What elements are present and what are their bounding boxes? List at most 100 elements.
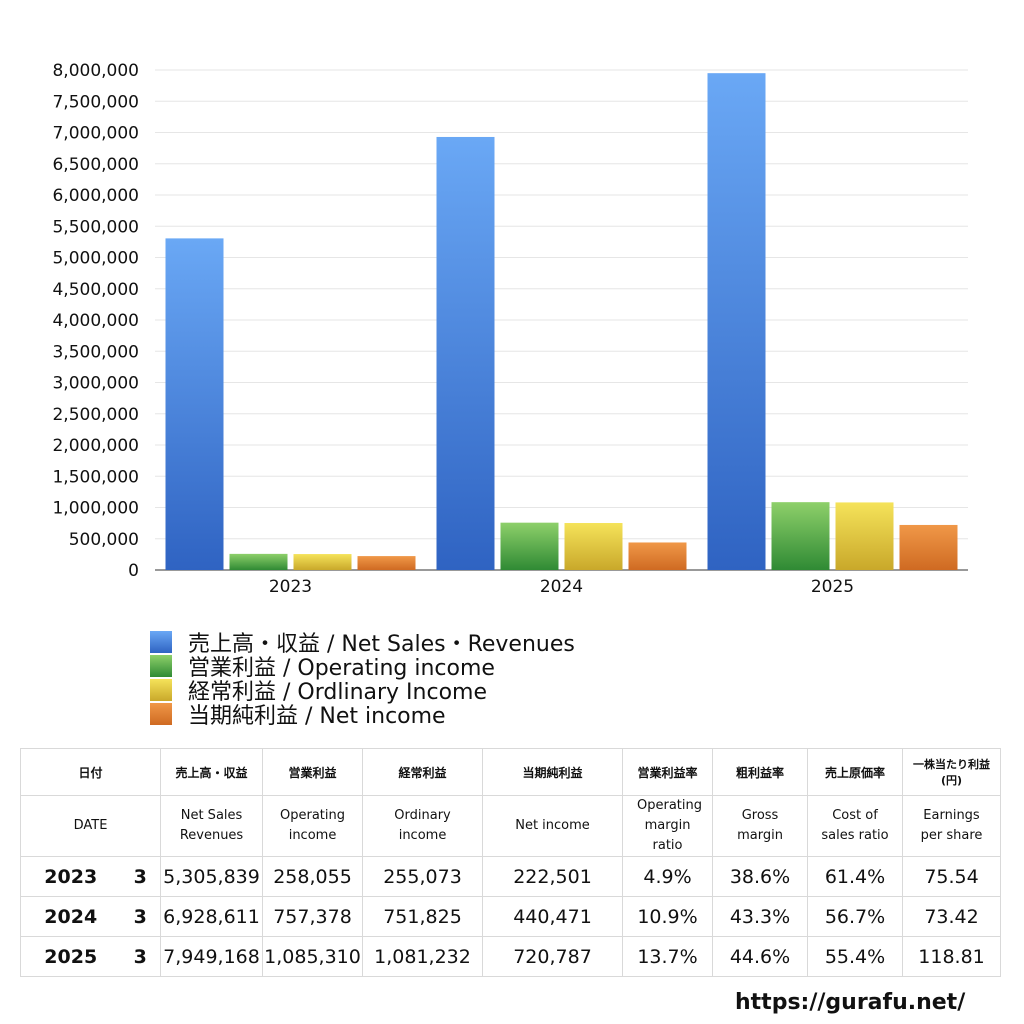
table-header-jp: 日付 売上高・収益 営業利益 経常利益 当期純利益 営業利益率 粗利益率 売上原… bbox=[19, 748, 1002, 796]
y-tick-label: 5,500,000 bbox=[52, 217, 139, 237]
cell-month: 3 bbox=[120, 936, 162, 977]
cell-net: 720,787 bbox=[482, 936, 624, 977]
header-cell: Ordinary income bbox=[362, 795, 484, 857]
header-cell: Earnings per share bbox=[902, 795, 1002, 857]
header-cell: Net Sales Revenues bbox=[160, 795, 264, 857]
cell-year: 2025 bbox=[20, 936, 121, 977]
header-cell: DATE bbox=[19, 795, 162, 857]
cell-year: 2024 bbox=[20, 896, 121, 937]
legend-swatch bbox=[150, 655, 172, 677]
bar bbox=[500, 522, 559, 570]
cell-op-margin: 13.7% bbox=[622, 936, 714, 977]
x-axis-labels: 2023 2024 2025 bbox=[269, 577, 854, 597]
header-cell: 営業利益率 bbox=[622, 748, 714, 796]
bar bbox=[771, 502, 830, 570]
cell-operating: 1,085,310 bbox=[262, 936, 364, 977]
bar bbox=[899, 524, 958, 570]
legend-swatch bbox=[150, 679, 172, 701]
cell-month: 3 bbox=[120, 896, 162, 937]
header-cell: 当期純利益 bbox=[482, 748, 624, 796]
header-cell: 日付 bbox=[19, 748, 162, 796]
cell-ordinary: 255,073 bbox=[362, 856, 484, 897]
cell-ordinary: 1,081,232 bbox=[362, 936, 484, 977]
legend-label: 営業利益 / Operating income bbox=[188, 656, 495, 681]
y-tick-label: 6,500,000 bbox=[52, 155, 139, 175]
cell-eps: 73.42 bbox=[902, 896, 1002, 937]
bar bbox=[628, 542, 687, 570]
legend-item-net-sales: 売上高・収益 / Net Sales・Revenues bbox=[150, 630, 575, 657]
header-cell: Operating income bbox=[262, 795, 364, 857]
legend-item-operating-income: 営業利益 / Operating income bbox=[150, 654, 575, 681]
bar bbox=[436, 136, 495, 571]
cell-net: 440,471 bbox=[482, 896, 624, 937]
cell-gross-margin: 38.6% bbox=[712, 856, 809, 897]
y-tick-label: 0 bbox=[128, 561, 139, 581]
cell-op-margin: 10.9% bbox=[622, 896, 714, 937]
cell-op-margin: 4.9% bbox=[622, 856, 714, 897]
y-tick-label: 4,000,000 bbox=[52, 311, 139, 331]
y-tick-label: 500,000 bbox=[69, 530, 139, 550]
y-tick-label: 7,000,000 bbox=[52, 124, 139, 144]
y-tick-label: 1,500,000 bbox=[52, 467, 139, 487]
header-cell: 売上原価率 bbox=[807, 748, 904, 796]
y-tick-label: 8,000,000 bbox=[52, 61, 139, 81]
table-header-en: DATE Net Sales Revenues Operating income… bbox=[19, 795, 1002, 857]
bar bbox=[165, 238, 224, 570]
header-cell: Net income bbox=[482, 795, 624, 857]
legend-label: 当期純利益 / Net income bbox=[188, 704, 446, 729]
bar bbox=[564, 523, 623, 570]
cell-cost-ratio: 55.4% bbox=[807, 936, 904, 977]
bar bbox=[707, 73, 766, 570]
legend-item-ordinary-income: 経常利益 / Ordlinary Income bbox=[150, 678, 575, 705]
y-tick-label: 6,000,000 bbox=[52, 186, 139, 206]
cell-sales: 5,305,839 bbox=[160, 856, 264, 897]
table-row: 2023 3 5,305,839 258,055 255,073 222,501… bbox=[20, 856, 1002, 897]
bar bbox=[293, 554, 352, 570]
cell-eps: 75.54 bbox=[902, 856, 1002, 897]
cell-month: 3 bbox=[120, 856, 162, 897]
chart-grid bbox=[155, 69, 968, 571]
y-tick-label: 3,000,000 bbox=[52, 374, 139, 394]
header-cell: 粗利益率 bbox=[712, 748, 809, 796]
table-row: 2024 3 6,928,611 757,378 751,825 440,471… bbox=[20, 896, 1002, 937]
y-tick-label: 7,500,000 bbox=[52, 92, 139, 112]
cell-sales: 6,928,611 bbox=[160, 896, 264, 937]
header-cell: 営業利益 bbox=[262, 748, 364, 796]
cell-year: 2023 bbox=[20, 856, 121, 897]
header-cell: 売上高・収益 bbox=[160, 748, 264, 796]
header-cell: 一株当たり利益(円) bbox=[902, 748, 1002, 796]
legend-swatch bbox=[150, 703, 172, 725]
y-axis-labels: 0 500,000 1,000,000 1,500,000 2,000,000 2,500… bbox=[52, 61, 139, 581]
header-cell: Cost of sales ratio bbox=[807, 795, 904, 857]
x-tick-label: 2023 bbox=[269, 577, 312, 597]
header-cell: Gross margin bbox=[712, 795, 809, 857]
cell-operating: 258,055 bbox=[262, 856, 364, 897]
y-tick-label: 2,500,000 bbox=[52, 405, 139, 425]
y-tick-label: 2,000,000 bbox=[52, 436, 139, 456]
bar-chart: 0 500,000 1,000,000 1,500,000 2,000,000 2,500… bbox=[52, 61, 968, 597]
chart-bars bbox=[165, 73, 958, 571]
chart-legend: 売上高・収益 / Net Sales・Revenues 営業利益 / Opera… bbox=[150, 630, 575, 729]
y-tick-label: 4,500,000 bbox=[52, 280, 139, 300]
financial-table: 日付 売上高・収益 営業利益 経常利益 当期純利益 営業利益率 粗利益率 売上原… bbox=[19, 748, 1002, 977]
y-tick-label: 5,000,000 bbox=[52, 249, 139, 269]
bar bbox=[835, 502, 894, 570]
cell-cost-ratio: 61.4% bbox=[807, 856, 904, 897]
cell-net: 222,501 bbox=[482, 856, 624, 897]
legend-item-net-income: 当期純利益 / Net income bbox=[150, 702, 575, 729]
bar bbox=[357, 556, 416, 570]
y-tick-label: 3,500,000 bbox=[52, 342, 139, 362]
cell-eps: 118.81 bbox=[902, 936, 1002, 977]
site-url: https://gurafu.net/ bbox=[735, 990, 966, 1015]
legend-swatch bbox=[150, 631, 172, 653]
x-tick-label: 2024 bbox=[540, 577, 583, 597]
y-tick-label: 1,000,000 bbox=[52, 499, 139, 519]
cell-ordinary: 751,825 bbox=[362, 896, 484, 937]
cell-gross-margin: 44.6% bbox=[712, 936, 809, 977]
header-cell: Operating margin ratio bbox=[622, 795, 714, 857]
x-tick-label: 2025 bbox=[811, 577, 854, 597]
cell-cost-ratio: 56.7% bbox=[807, 896, 904, 937]
header-cell: 経常利益 bbox=[362, 748, 484, 796]
cell-gross-margin: 43.3% bbox=[712, 896, 809, 937]
bar bbox=[229, 553, 288, 570]
